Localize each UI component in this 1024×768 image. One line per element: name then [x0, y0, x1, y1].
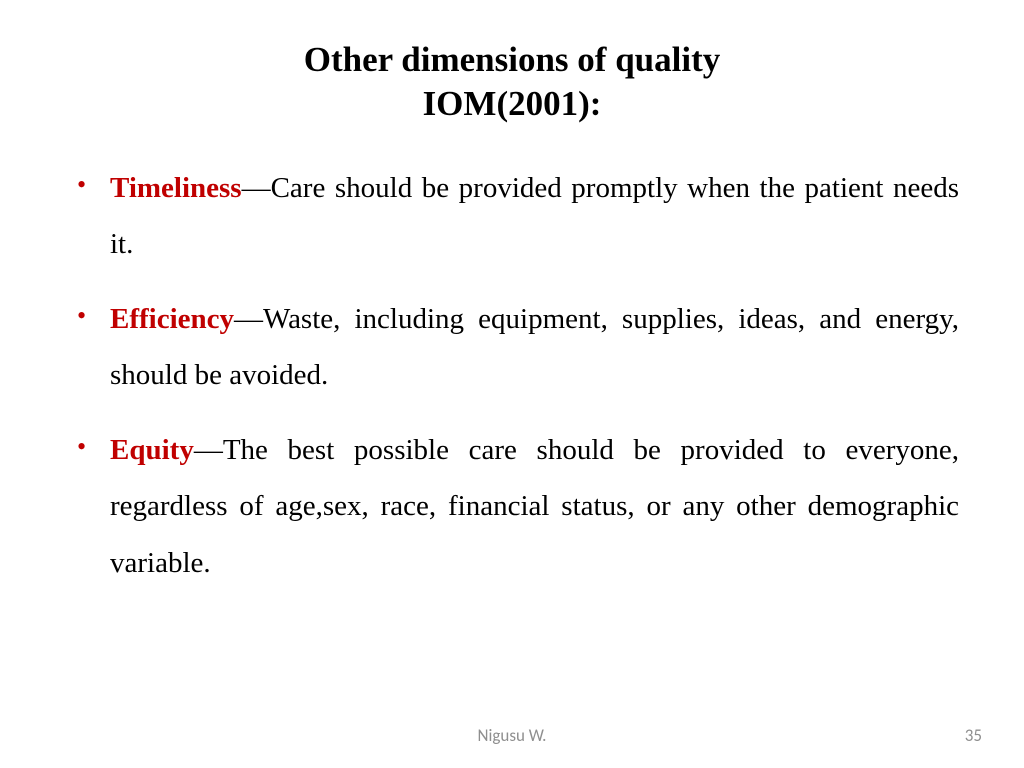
list-item: Timeliness—Care should be provided promp…: [65, 160, 959, 273]
desc-efficiency: —Waste, including equipment, supplies, i…: [110, 303, 959, 392]
term-efficiency: Efficiency: [110, 303, 234, 335]
term-timeliness: Timeliness: [110, 172, 242, 204]
slide: Other dimensions of quality IOM(2001): T…: [0, 0, 1024, 768]
desc-equity: —The best possible care should be provid…: [110, 434, 959, 579]
slide-title: Other dimensions of quality IOM(2001):: [65, 38, 959, 126]
list-item: Equity—The best possible care should be …: [65, 422, 959, 592]
title-line-2: IOM(2001):: [423, 84, 602, 123]
title-line-1: Other dimensions of quality: [304, 40, 721, 79]
term-equity: Equity: [110, 434, 194, 466]
bullet-list: Timeliness—Care should be provided promp…: [65, 160, 959, 592]
footer-author: Nigusu W.: [0, 725, 1024, 746]
footer-page-number: 35: [965, 725, 982, 746]
list-item: Efficiency—Waste, including equipment, s…: [65, 291, 959, 404]
